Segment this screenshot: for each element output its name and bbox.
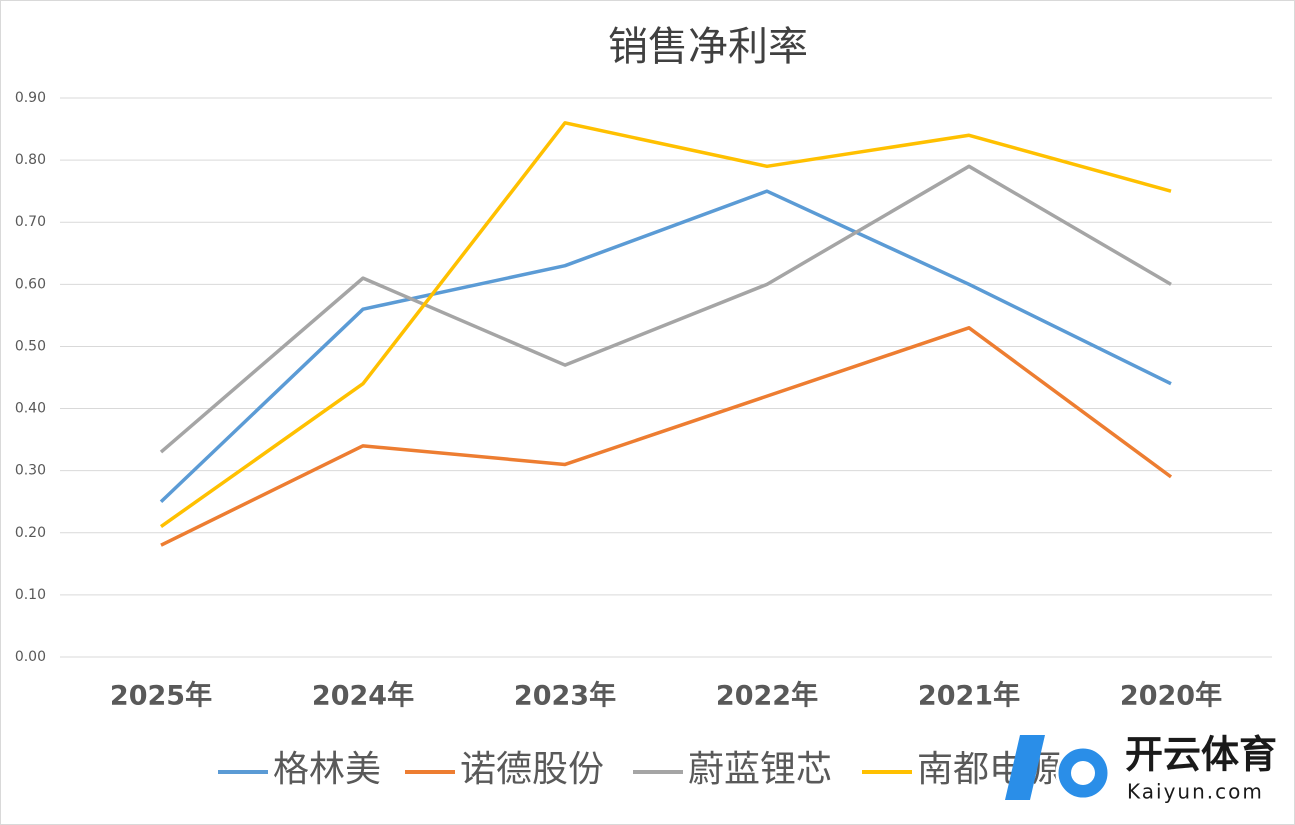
line-series — [159, 164, 1172, 454]
legend-label: 诺德股份 — [460, 749, 604, 790]
chart-title: 销售净利率 — [608, 24, 808, 70]
y-tick-label: 0.60 — [15, 276, 46, 292]
legend-label: 蔚蓝锂芯 — [688, 749, 832, 790]
line-series — [160, 326, 1173, 547]
watermark-url: Kaiyun.com — [1127, 780, 1264, 804]
line-series — [159, 121, 1172, 528]
y-tick-label: 0.70 — [15, 214, 46, 230]
x-tick-label: 2020年 — [1120, 680, 1222, 712]
watermark-text: 开云体育 — [1125, 733, 1277, 777]
x-tick-label: 2024年 — [312, 680, 414, 712]
x-tick-label: 2025年 — [110, 680, 212, 712]
watermark: 开云体育 Kaiyun.com — [1005, 733, 1277, 804]
y-tick-label: 0.80 — [15, 152, 46, 168]
y-tick-label: 0.00 — [15, 649, 46, 665]
line-series — [159, 189, 1172, 503]
x-tick-label: 2022年 — [716, 680, 818, 712]
y-tick-label: 0.40 — [15, 401, 46, 417]
y-tick-label: 0.90 — [15, 90, 46, 106]
legend-label: 格林美 — [273, 749, 381, 790]
y-tick-label: 0.20 — [15, 525, 46, 541]
x-tick-label: 2021年 — [918, 680, 1020, 712]
x-tick-label: 2023年 — [514, 680, 616, 712]
y-tick-label: 0.30 — [15, 463, 46, 479]
y-tick-label: 0.10 — [15, 587, 46, 603]
y-tick-label: 0.50 — [15, 338, 46, 354]
watermark-ball-inner — [1071, 761, 1095, 785]
watermark-logo — [1005, 735, 1045, 800]
